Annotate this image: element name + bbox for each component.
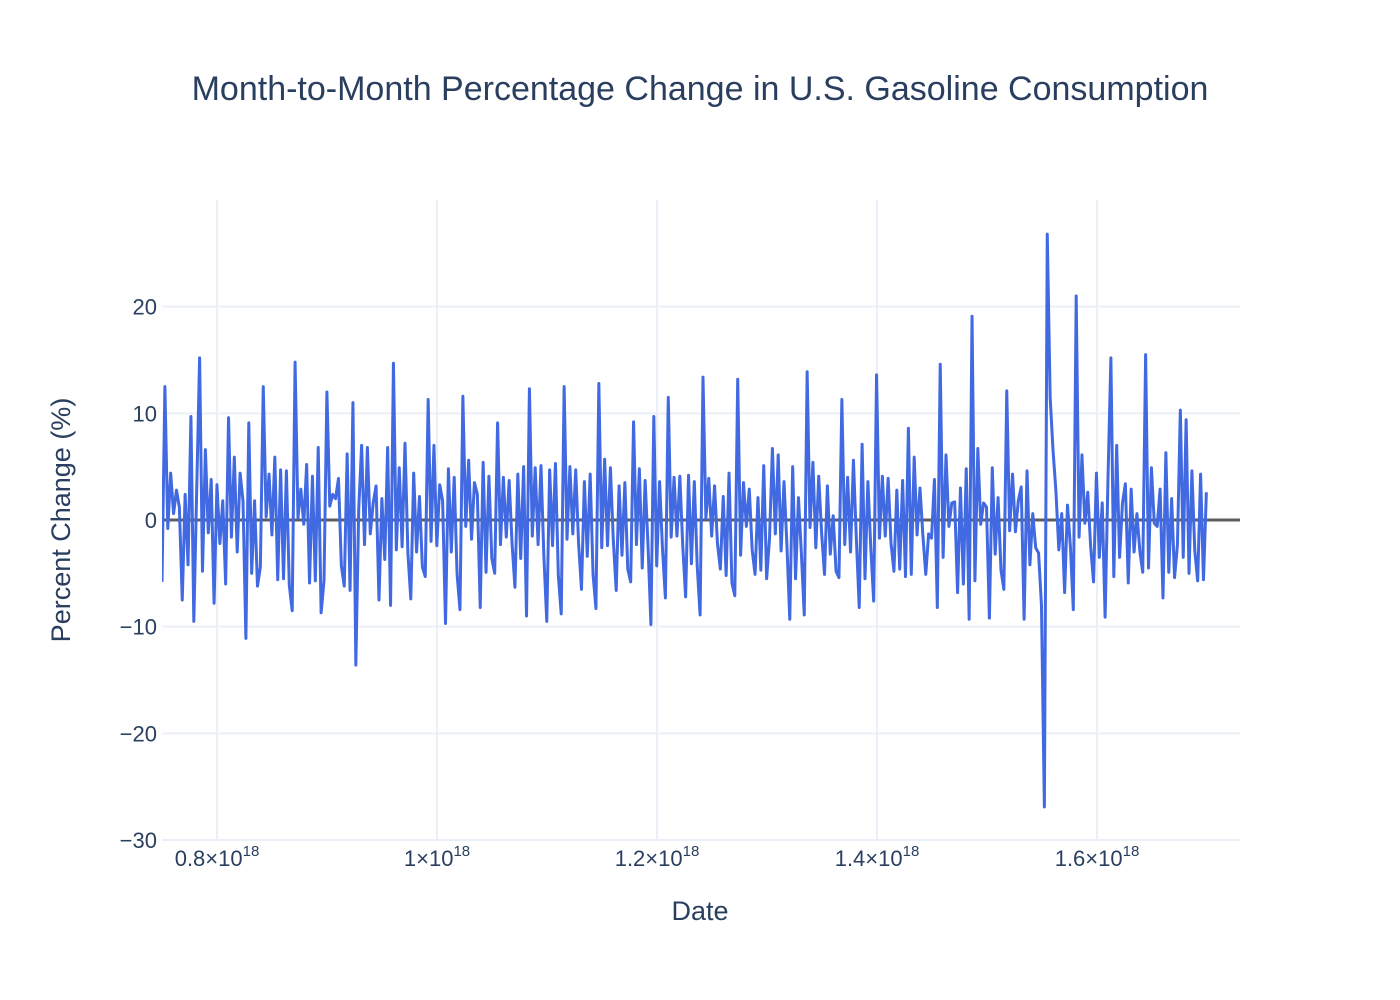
y-tick-label: 0 bbox=[145, 508, 157, 533]
x-tick-base: 1.2×10 bbox=[615, 846, 683, 871]
x-tick-exponent: 18 bbox=[683, 843, 700, 860]
x-tick-base: 1×10 bbox=[404, 846, 454, 871]
series-line bbox=[162, 232, 1208, 809]
x-tick-exponent: 18 bbox=[453, 843, 470, 860]
series-layer bbox=[162, 232, 1208, 809]
x-axis-title: Date bbox=[671, 896, 728, 926]
x-tick-label: 1.2×1018 bbox=[615, 843, 700, 871]
y-tick-label: −10 bbox=[120, 615, 157, 640]
x-tick-label: 0.8×1018 bbox=[175, 843, 260, 871]
x-tick-label: 1.4×1018 bbox=[835, 843, 920, 871]
x-tick-exponent: 18 bbox=[243, 843, 260, 860]
y-axis-title: Percent Change (%) bbox=[46, 398, 76, 643]
x-axis-ticks: 0.8×1018 1×1018 1.2×1018 1.4×1018 1.6×1018 bbox=[175, 843, 1140, 871]
chart-title: Month-to-Month Percentage Change in U.S.… bbox=[192, 70, 1209, 108]
x-tick-label: 1.6×1018 bbox=[1055, 843, 1140, 871]
x-tick-label: 1×1018 bbox=[404, 843, 470, 871]
y-tick-label: 10 bbox=[133, 401, 157, 426]
x-tick-base: 0.8×10 bbox=[175, 846, 243, 871]
y-axis-ticks: −30 −20 −10 0 10 20 bbox=[120, 295, 157, 853]
y-tick-label: −20 bbox=[120, 721, 157, 746]
x-tick-base: 1.6×10 bbox=[1055, 846, 1123, 871]
y-tick-label: −30 bbox=[120, 828, 157, 853]
x-tick-base: 1.4×10 bbox=[835, 846, 903, 871]
x-tick-exponent: 18 bbox=[903, 843, 920, 860]
x-tick-exponent: 18 bbox=[1123, 843, 1140, 860]
y-tick-label: 20 bbox=[133, 295, 157, 320]
